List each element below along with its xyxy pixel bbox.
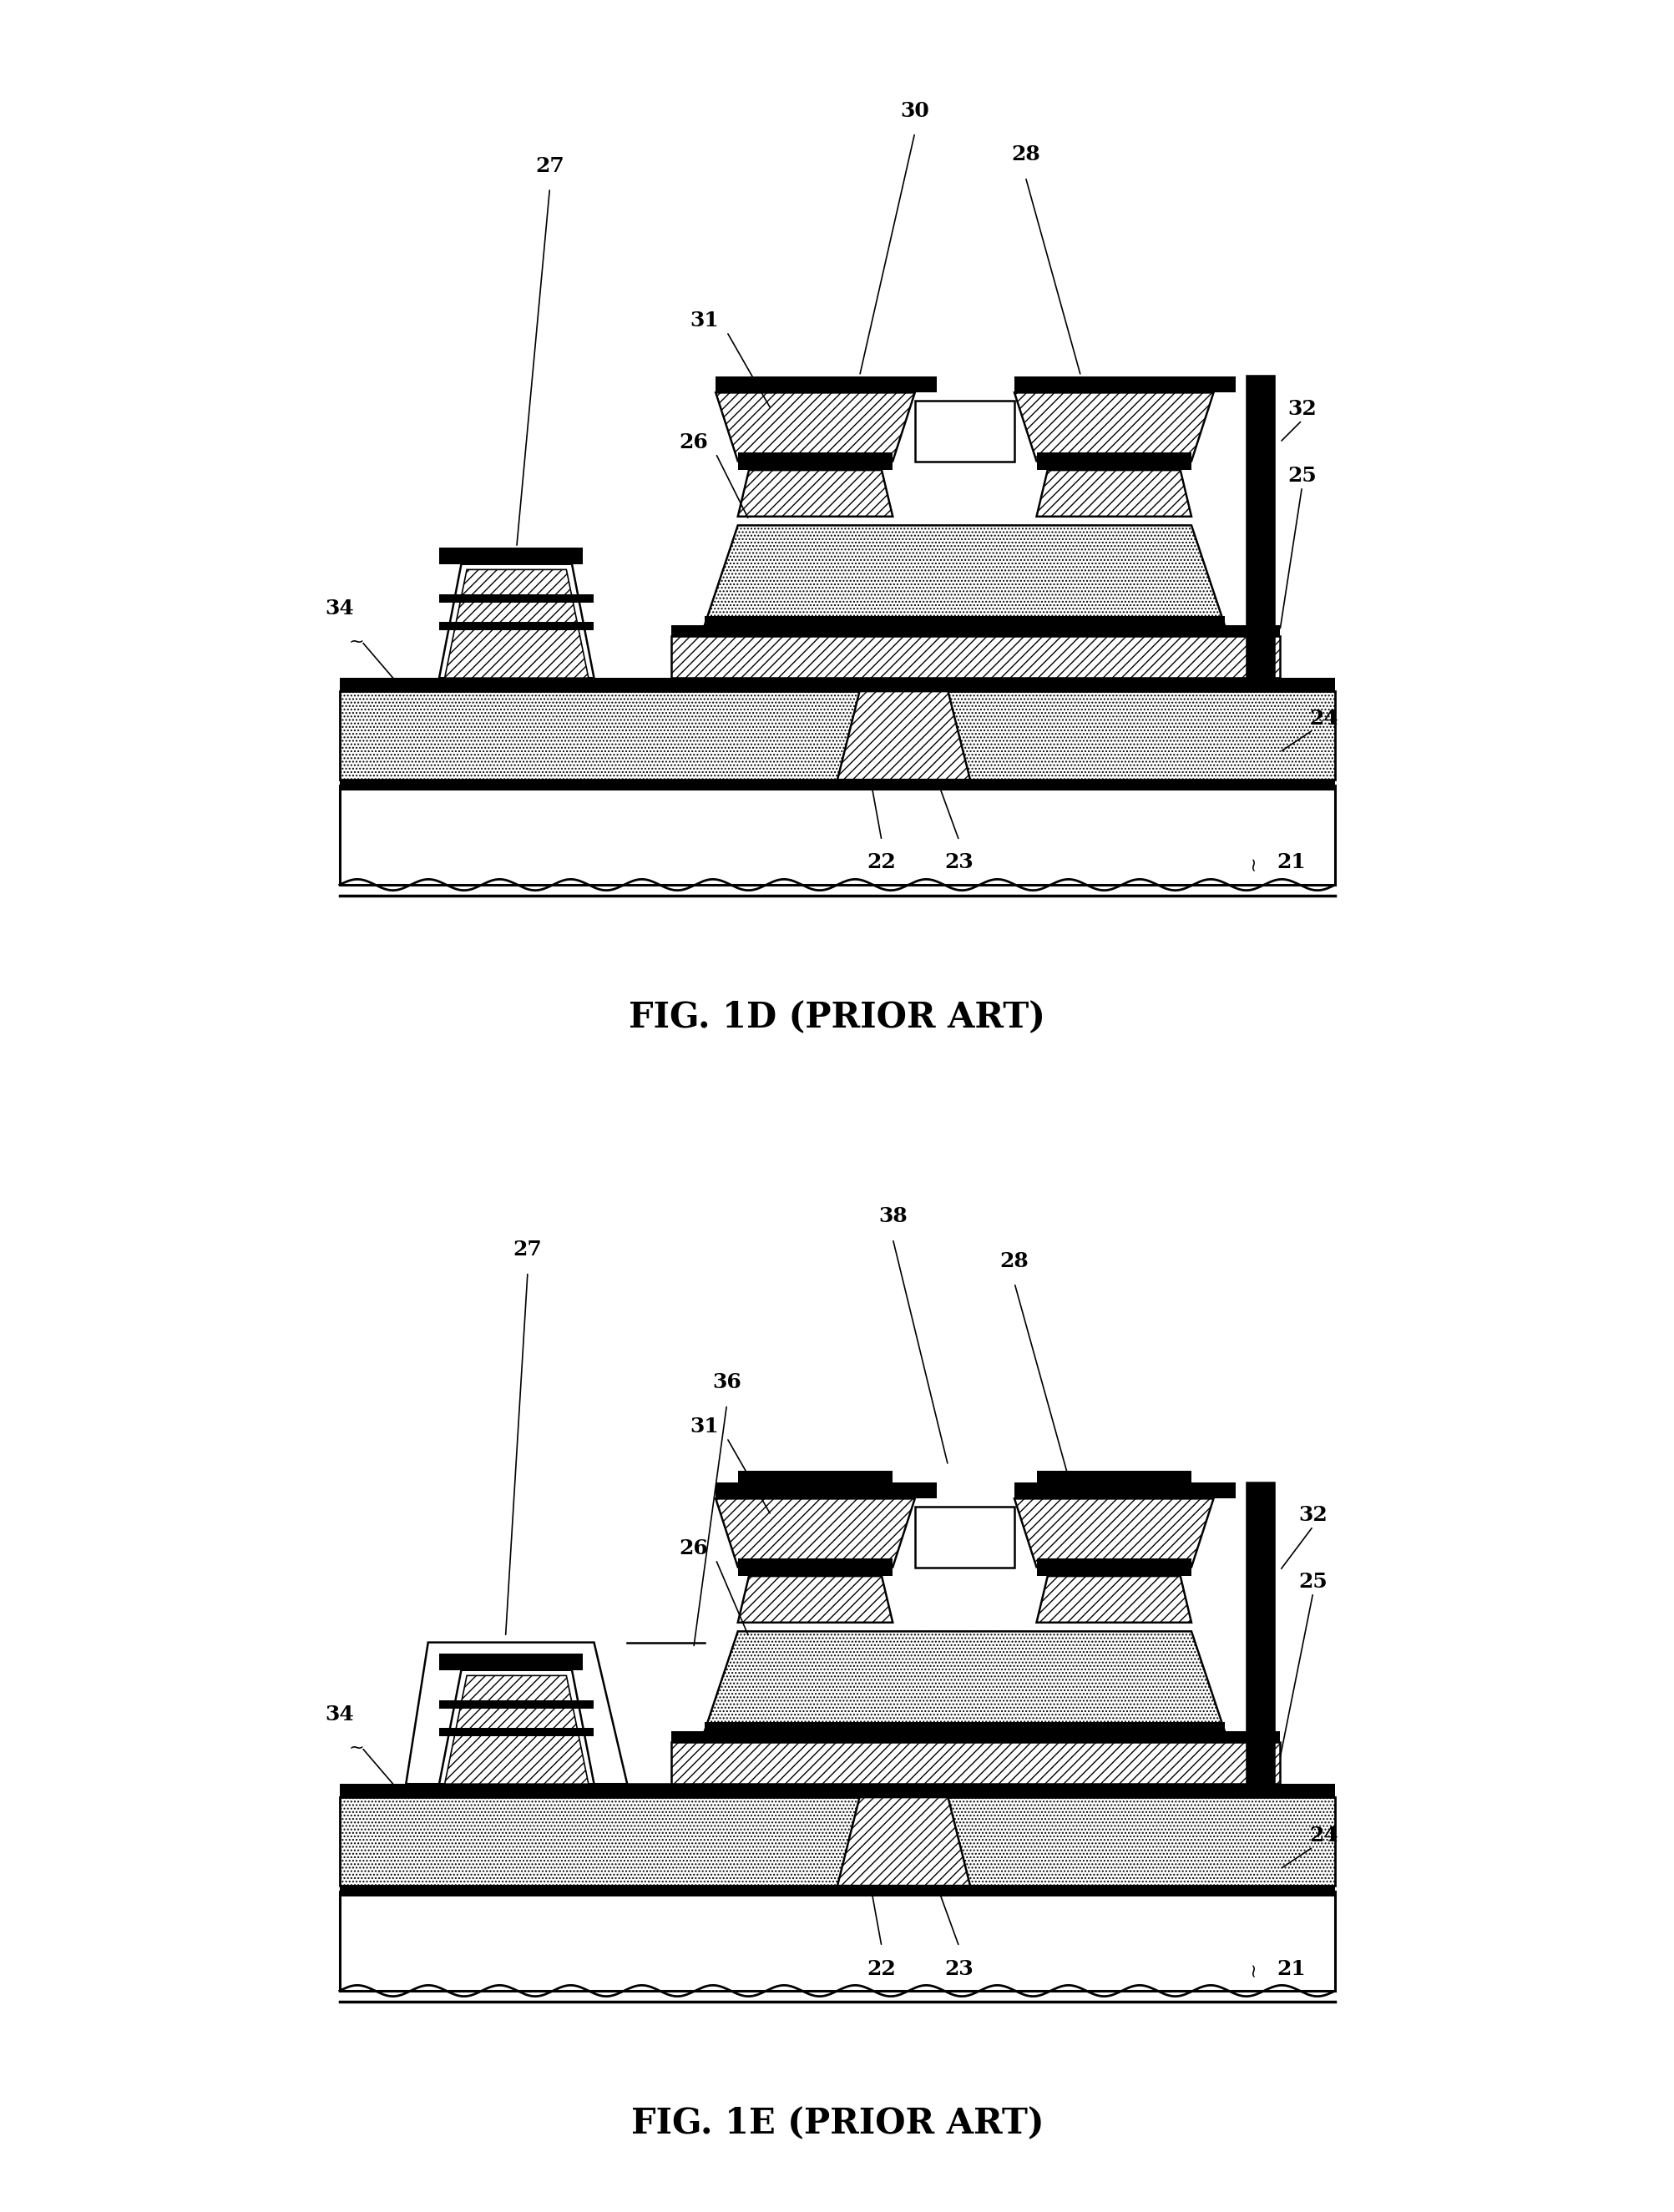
Bar — [914, 400, 1014, 462]
Bar — [738, 1471, 892, 1482]
Text: 31: 31 — [690, 1416, 718, 1438]
Text: 23: 23 — [944, 852, 973, 874]
Bar — [671, 1730, 1279, 1743]
Polygon shape — [738, 471, 892, 518]
Polygon shape — [439, 564, 594, 677]
Polygon shape — [715, 1500, 914, 1568]
Bar — [1036, 1568, 1190, 1575]
Bar — [738, 462, 892, 471]
Text: 27: 27 — [512, 1239, 542, 1261]
Text: 24: 24 — [1309, 708, 1338, 730]
Text: FIG. 1D (PRIOR ART): FIG. 1D (PRIOR ART) — [629, 1000, 1045, 1035]
Bar — [439, 595, 594, 604]
Text: 38: 38 — [877, 1206, 907, 1228]
Text: 25: 25 — [1287, 465, 1316, 487]
Bar — [439, 1728, 594, 1736]
Text: 30: 30 — [901, 100, 929, 122]
Bar — [439, 549, 583, 564]
Bar — [1036, 462, 1190, 471]
Polygon shape — [705, 526, 1224, 626]
Bar — [1014, 1482, 1235, 1500]
Bar — [1245, 376, 1274, 677]
Text: 27: 27 — [536, 155, 564, 177]
Bar — [439, 1701, 594, 1708]
Bar — [671, 626, 1279, 637]
Bar — [439, 1655, 583, 1670]
Text: FIG. 1E (PRIOR ART): FIG. 1E (PRIOR ART) — [631, 2106, 1043, 2141]
Text: 32: 32 — [1297, 1504, 1327, 1526]
Text: 28: 28 — [1011, 144, 1040, 166]
Bar — [1036, 1559, 1190, 1568]
Bar — [715, 376, 936, 394]
Bar — [1245, 1482, 1274, 1783]
Text: 36: 36 — [711, 1371, 742, 1394]
Polygon shape — [837, 1796, 969, 1885]
Bar — [738, 1568, 892, 1575]
Polygon shape — [445, 1677, 588, 1783]
Text: ~: ~ — [348, 633, 363, 650]
Bar — [738, 1559, 892, 1568]
Bar — [340, 1783, 1334, 1796]
Bar — [738, 453, 892, 462]
Bar — [1036, 453, 1190, 462]
Text: 26: 26 — [678, 1537, 708, 1559]
Bar — [340, 1885, 1334, 1898]
Bar — [439, 622, 594, 630]
Text: 28: 28 — [999, 1250, 1028, 1272]
Polygon shape — [1036, 471, 1190, 518]
Polygon shape — [705, 1632, 1224, 1730]
Bar — [705, 1723, 1224, 1730]
Polygon shape — [445, 571, 588, 677]
Polygon shape — [439, 1670, 594, 1783]
Polygon shape — [738, 1575, 892, 1624]
Text: ~: ~ — [1244, 854, 1261, 872]
Text: 26: 26 — [678, 431, 708, 453]
Bar — [340, 785, 1334, 885]
Text: 22: 22 — [867, 852, 896, 874]
Bar — [340, 781, 1334, 792]
Text: 34: 34 — [325, 1703, 353, 1725]
Bar — [1245, 376, 1274, 677]
Text: 32: 32 — [1287, 398, 1316, 420]
Text: ~: ~ — [348, 1739, 363, 1756]
Polygon shape — [671, 637, 1279, 677]
Bar — [914, 1506, 1014, 1568]
Text: 23: 23 — [944, 1958, 973, 1980]
Bar — [340, 1891, 1334, 1991]
Text: 21: 21 — [1276, 1958, 1304, 1980]
Polygon shape — [1014, 1500, 1214, 1568]
Text: 34: 34 — [325, 597, 353, 619]
Polygon shape — [837, 690, 969, 781]
Text: 25: 25 — [1297, 1571, 1327, 1593]
Text: 21: 21 — [1276, 852, 1304, 874]
Text: 24: 24 — [1309, 1825, 1338, 1847]
Bar — [340, 690, 1334, 781]
Text: ~: ~ — [1244, 1960, 1261, 1978]
Bar — [1036, 1471, 1190, 1482]
Bar — [1245, 1482, 1274, 1783]
Polygon shape — [1036, 1575, 1190, 1624]
Polygon shape — [671, 1743, 1279, 1783]
Text: 22: 22 — [867, 1958, 896, 1980]
Bar — [340, 677, 1334, 690]
Polygon shape — [715, 394, 914, 462]
Text: 31: 31 — [690, 310, 718, 332]
Bar — [1014, 376, 1235, 394]
Bar — [340, 1796, 1334, 1885]
Bar — [715, 1482, 936, 1500]
Bar — [705, 617, 1224, 626]
Polygon shape — [1014, 394, 1214, 462]
